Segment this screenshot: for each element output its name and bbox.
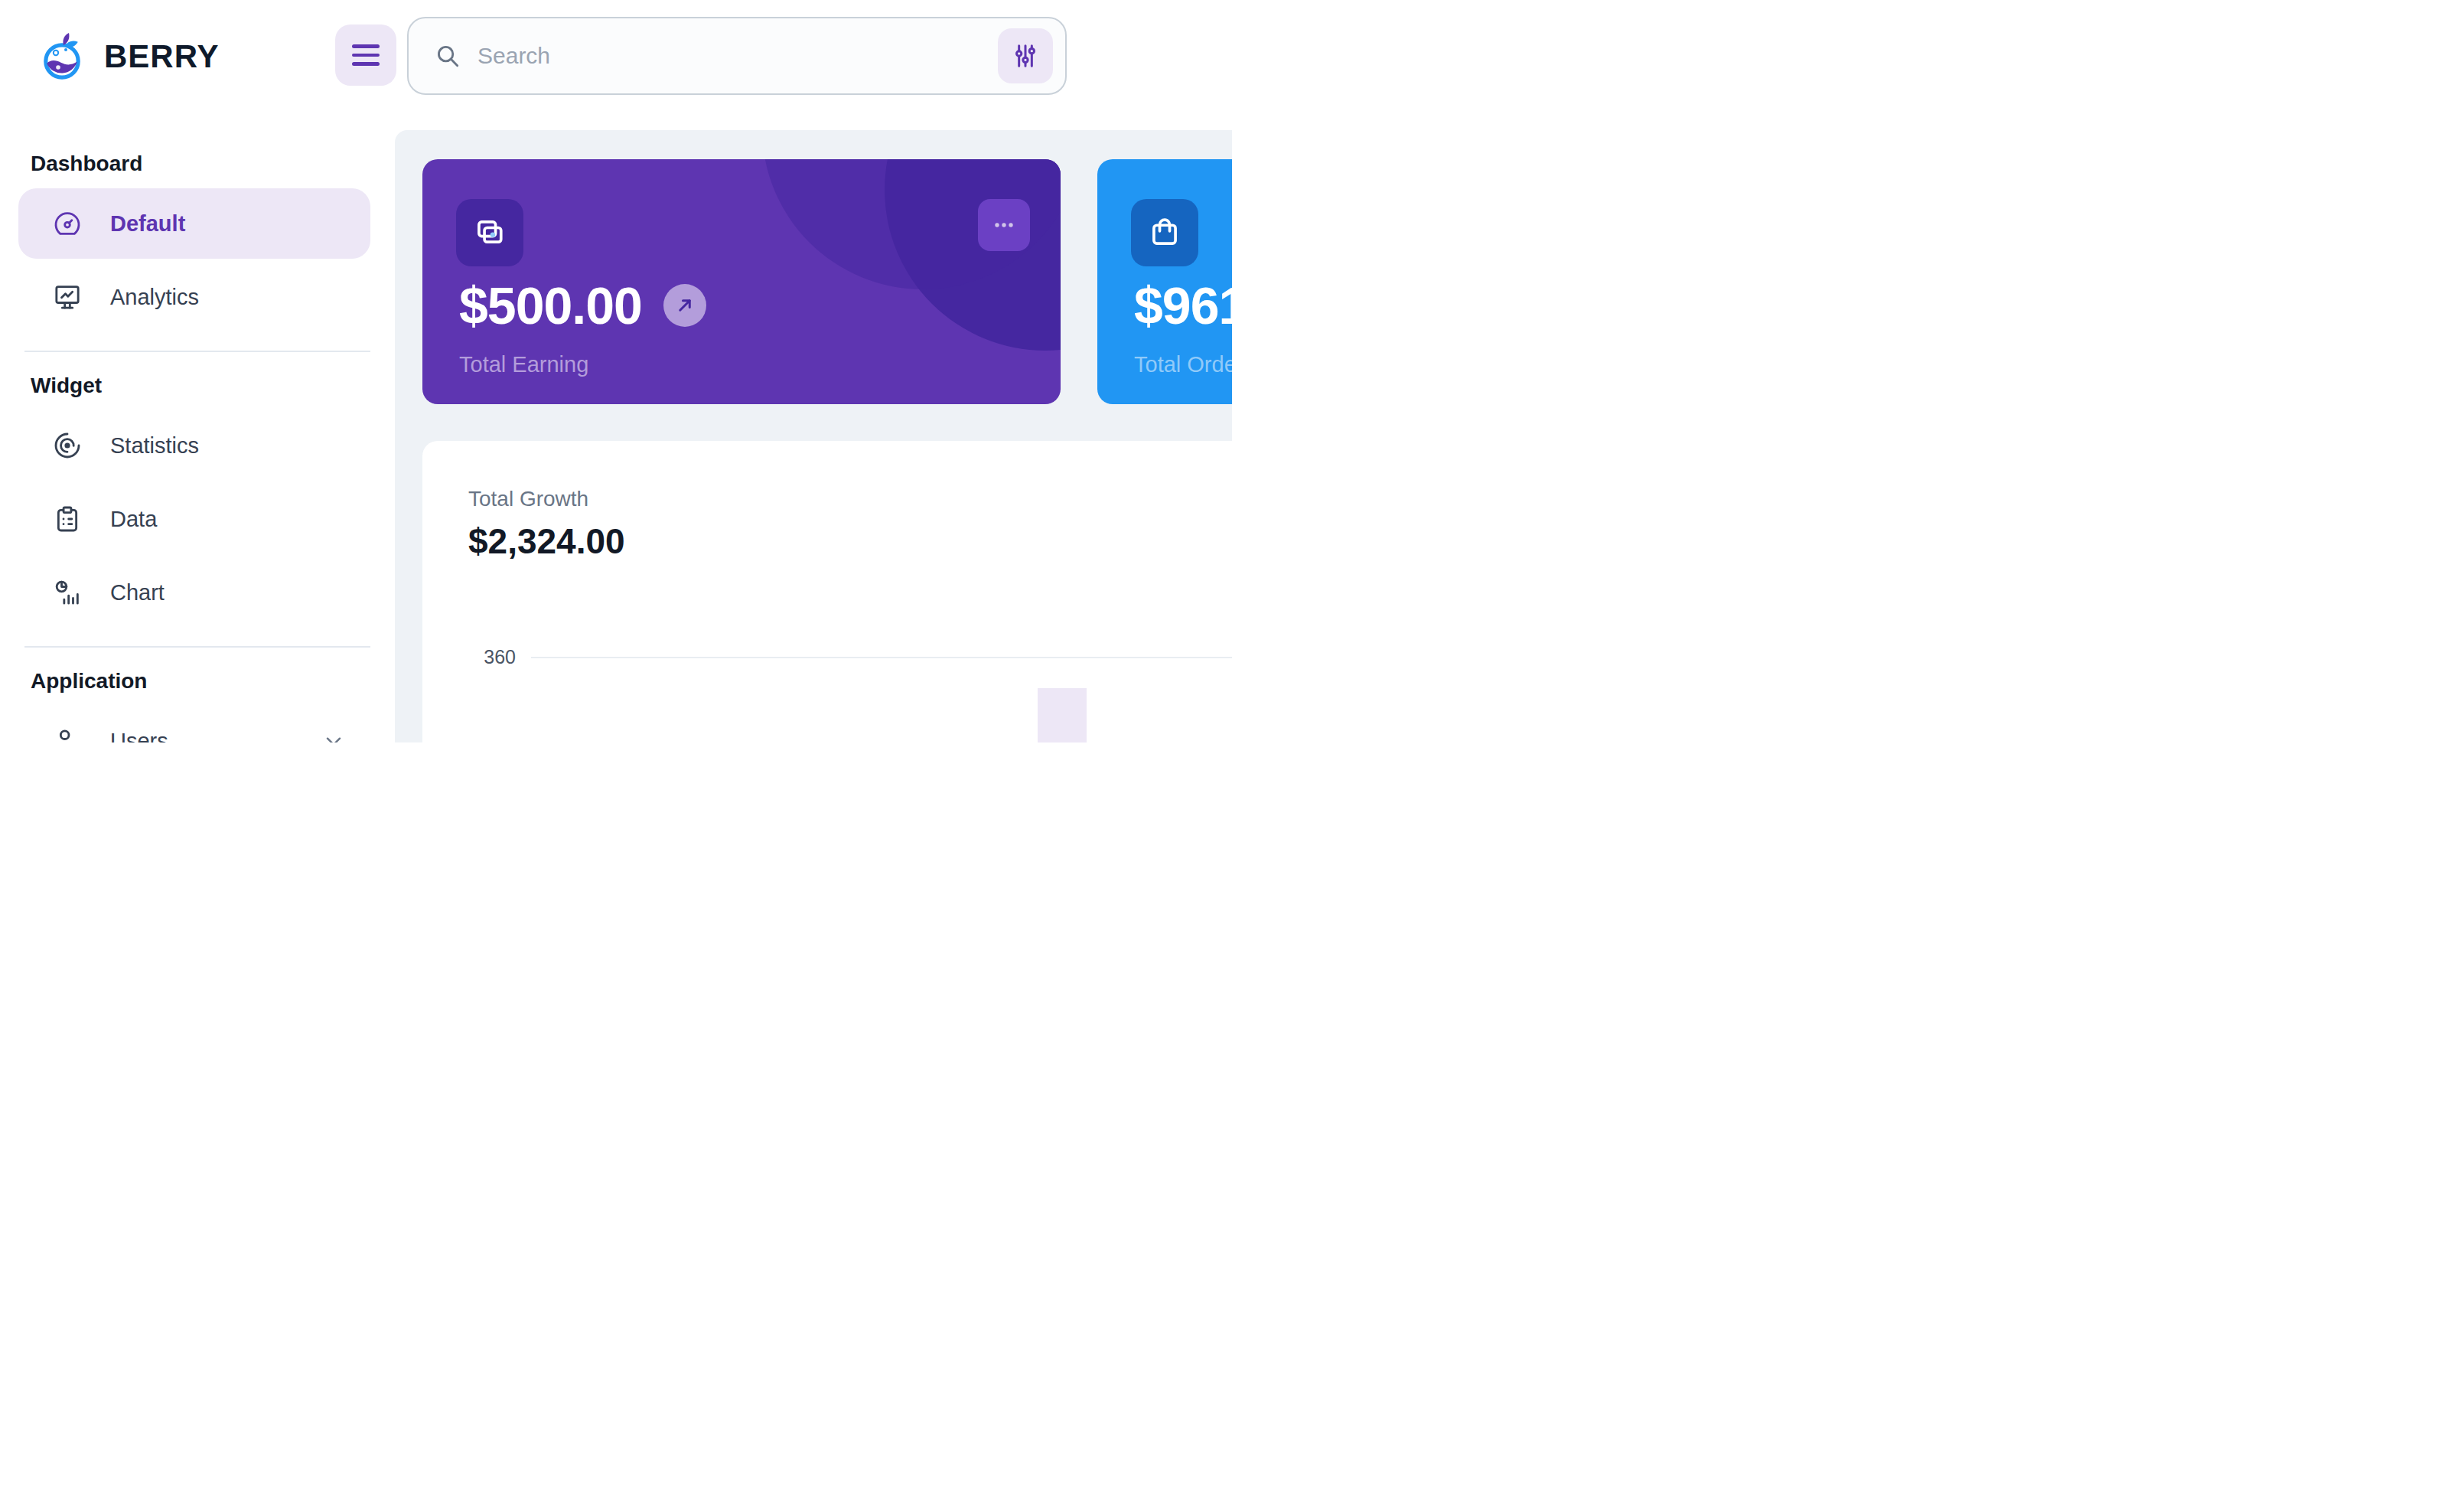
bar-segment-maintenance xyxy=(1038,688,1087,742)
sidebar-item-statistics[interactable]: Statistics xyxy=(18,410,370,481)
device-analytics-icon xyxy=(52,282,83,312)
berry-dashboard: BERRY xyxy=(0,0,1232,742)
brand-logo[interactable]: BERRY xyxy=(37,31,219,83)
hamburger-icon xyxy=(352,39,380,71)
main-content: $500.00 Total Earning Month Year xyxy=(395,130,1232,742)
search-bar xyxy=(407,17,1067,95)
card-menu-button[interactable] xyxy=(978,199,1030,251)
gridline xyxy=(531,657,1232,658)
sidebar-item-chart[interactable]: Chart xyxy=(18,557,370,628)
total-earning-label: Total Earning xyxy=(459,352,588,377)
chart-infographic-icon xyxy=(52,577,83,608)
gauge-icon xyxy=(52,208,83,239)
sidebar: Dashboard DefaultAnalytics Widget Statistic… xyxy=(0,130,395,742)
sidebar-item-data[interactable]: Data xyxy=(18,484,370,554)
wallet-icon xyxy=(456,199,523,266)
total-order-card: Month Year $961 Total Order xyxy=(1097,159,1232,404)
total-earning-card: $500.00 Total Earning xyxy=(422,159,1061,404)
adjustments-icon xyxy=(1010,41,1041,71)
nav-section-dashboard: Dashboard xyxy=(31,152,395,176)
sidebar-toggle-button[interactable] xyxy=(335,24,396,86)
growth-plot: 360270180900JanFebMarAprMayJunJulAugSepO… xyxy=(531,657,1232,742)
search-settings-button[interactable] xyxy=(998,28,1053,83)
nav-section-widget: Widget xyxy=(31,374,395,398)
shopping-bag-icon xyxy=(1131,199,1198,266)
bar-jun[interactable] xyxy=(1038,688,1087,742)
sidebar-item-default[interactable]: Default xyxy=(18,188,370,259)
chart-arcs-icon xyxy=(52,430,83,461)
user-check-icon xyxy=(52,726,83,742)
y-axis-label: 360 xyxy=(455,646,516,668)
sidebar-item-analytics[interactable]: Analytics xyxy=(18,262,370,332)
chevron-down-icon xyxy=(321,729,346,742)
clipboard-icon xyxy=(52,504,83,534)
divider xyxy=(24,646,370,648)
total-earning-value: $500.00 xyxy=(459,276,642,335)
sidebar-nav: Dashboard DefaultAnalytics Widget Statistic… xyxy=(0,152,395,742)
search-input[interactable] xyxy=(477,43,998,69)
nav-section-application: Application xyxy=(31,669,395,694)
trend-up-badge xyxy=(663,284,706,327)
total-growth-label: Total Growth xyxy=(468,487,588,511)
total-growth-card: Total Growth $2,324.00 Today 36027018090… xyxy=(422,441,1232,742)
sidebar-item-users[interactable]: Users xyxy=(18,706,370,742)
more-horizontal-icon xyxy=(990,211,1018,239)
brand-name: BERRY xyxy=(104,38,219,75)
total-order-value: $961 xyxy=(1134,276,1232,335)
total-order-label: Total Order xyxy=(1134,352,1232,377)
berry-logo-icon xyxy=(37,31,89,83)
divider xyxy=(24,351,370,352)
search-icon xyxy=(433,41,462,70)
total-growth-value: $2,324.00 xyxy=(468,521,625,562)
